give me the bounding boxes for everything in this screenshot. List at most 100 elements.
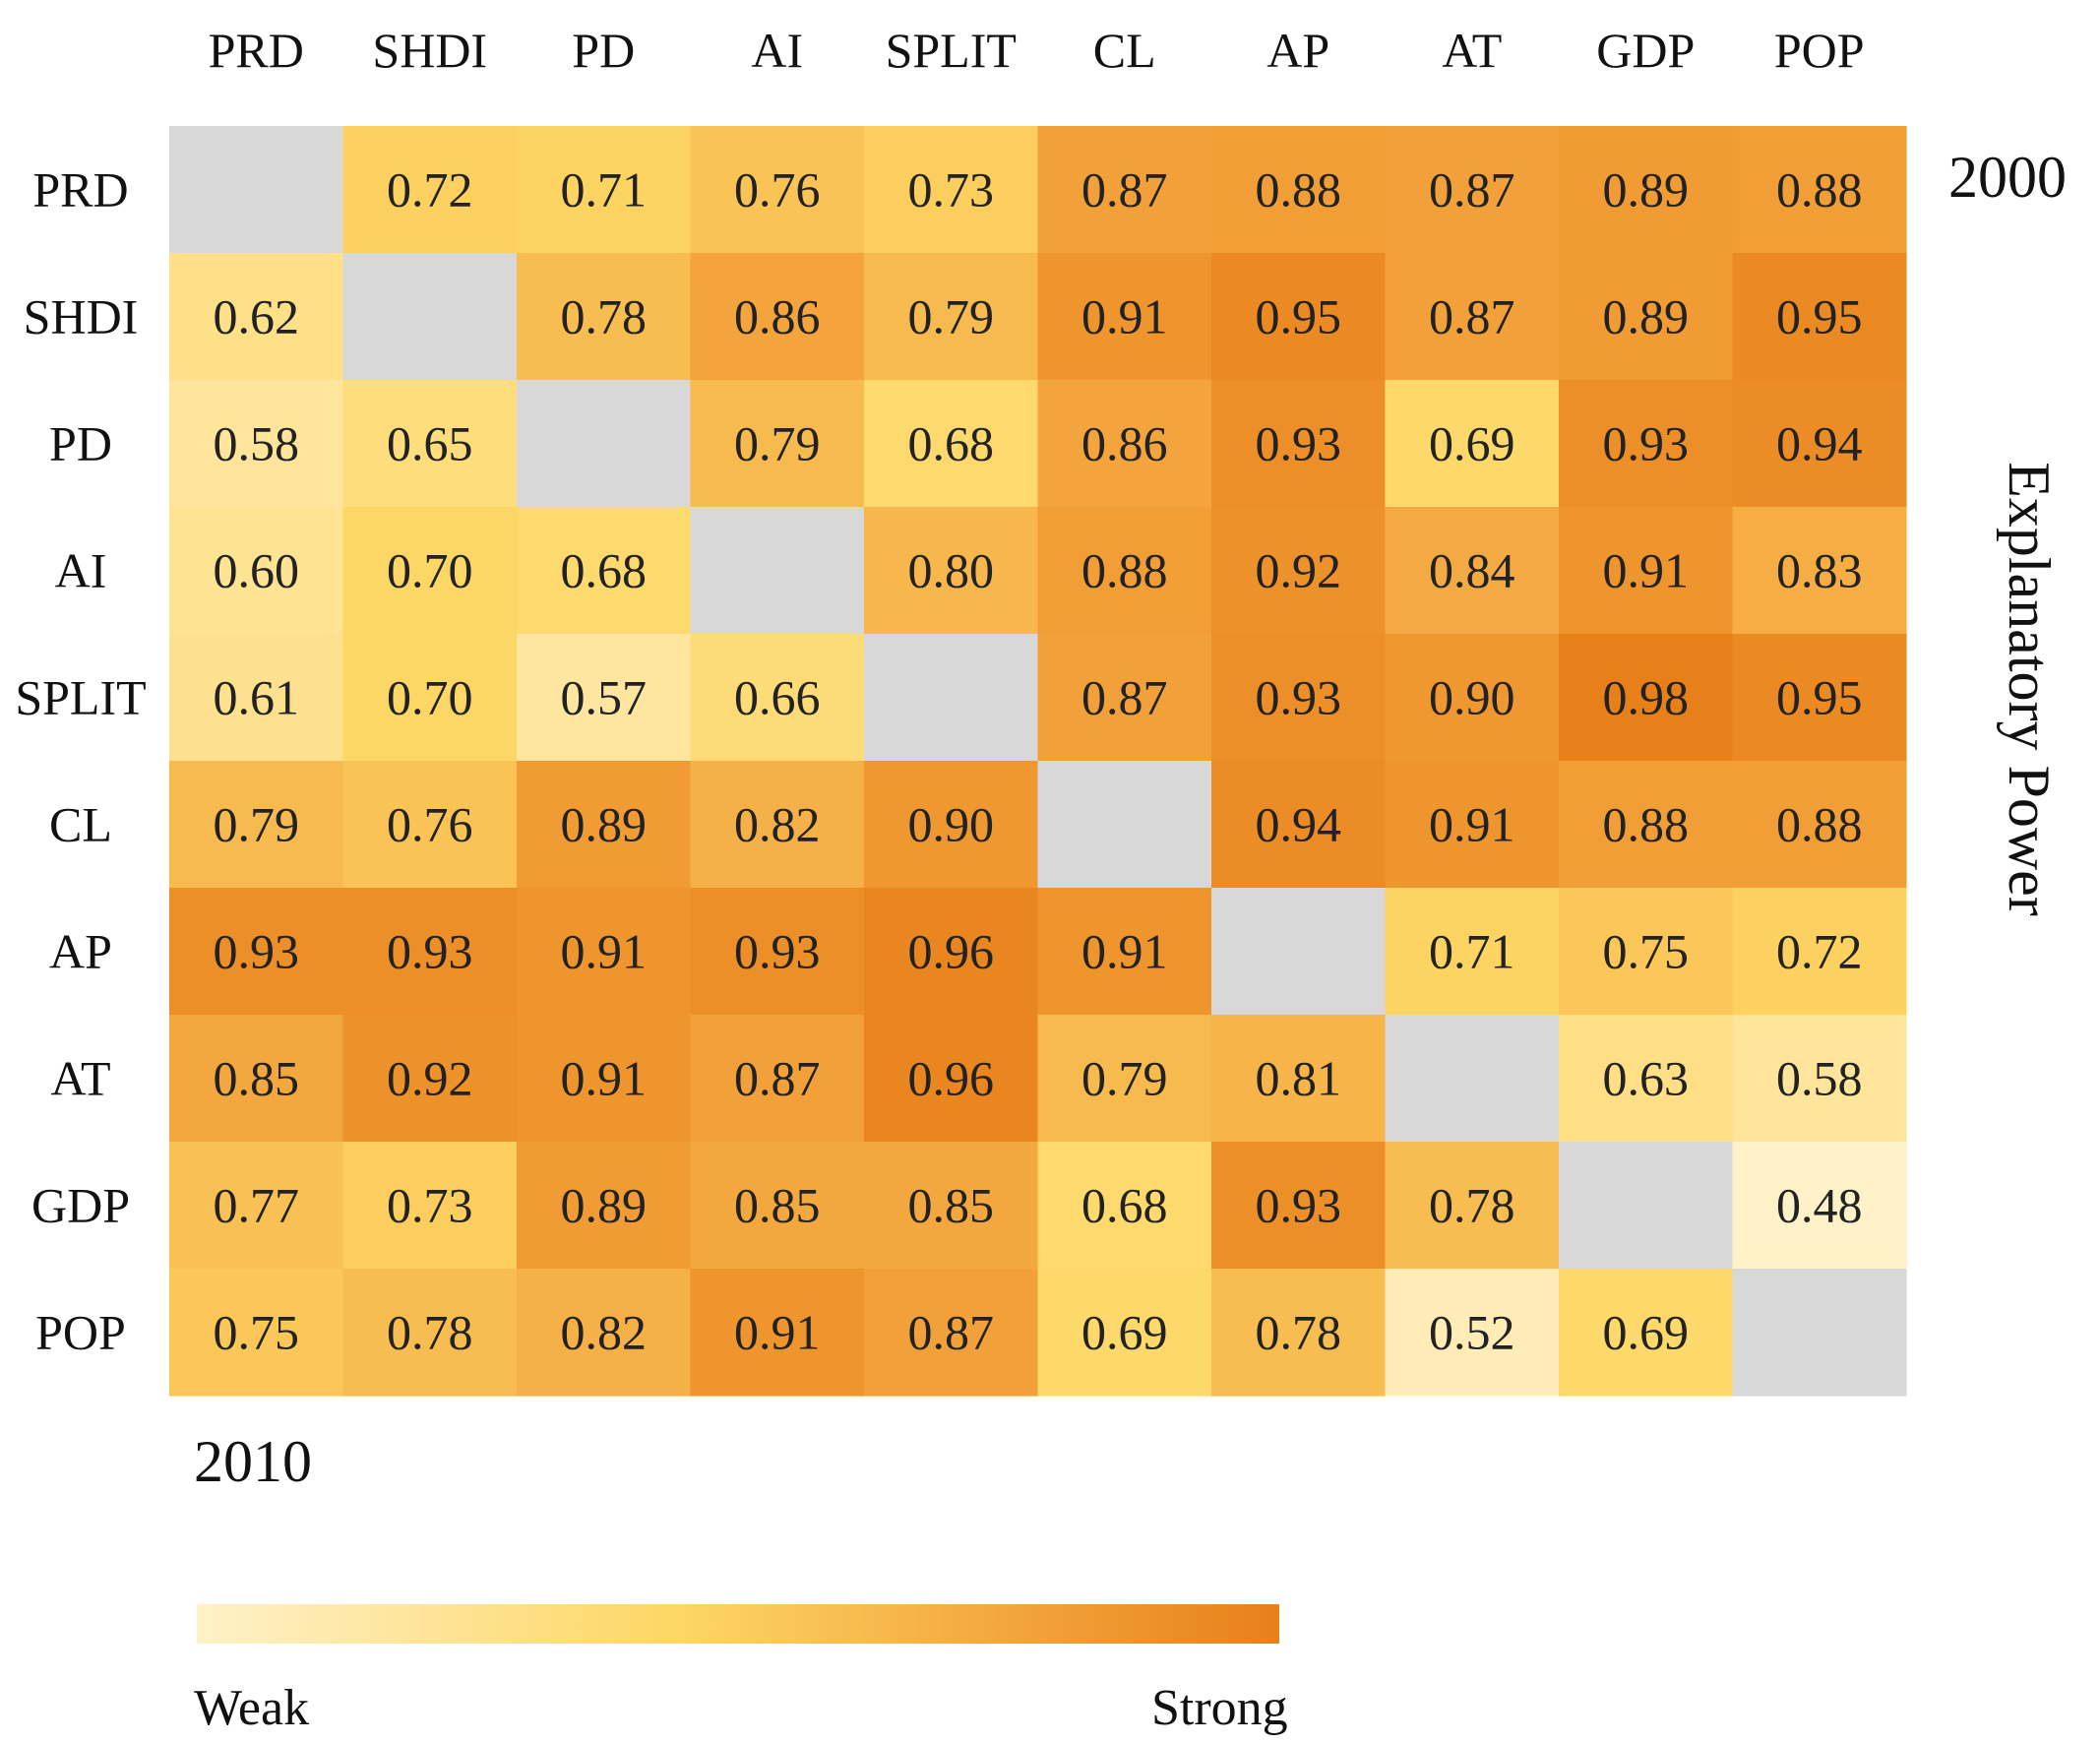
heatmap-cell-split-shdi — [342, 634, 518, 762]
heatmap-cell-ai-ap — [1211, 507, 1387, 635]
heatmap-cell-split-cl — [1037, 634, 1212, 762]
cell-value-label: 0.91 — [734, 1305, 821, 1360]
heatmap-cell-ap-cl — [1037, 888, 1212, 1016]
heatmap-cell-shdi-ap — [1211, 253, 1387, 381]
cell-value-label: 0.88 — [1603, 797, 1690, 852]
heatmap-cell-shdi-prd — [169, 253, 344, 381]
cell-value-label: 0.91 — [561, 924, 648, 979]
cell-value-label: 0.58 — [214, 416, 300, 471]
cell-value-label: 0.79 — [1081, 1051, 1168, 1106]
cell-value-label: 0.79 — [214, 797, 300, 852]
cell-value-label: 0.83 — [1776, 543, 1863, 598]
cell-value-label: 0.70 — [387, 543, 473, 598]
cell-value-label: 0.76 — [734, 162, 821, 218]
heatmap-cell-cl-gdp — [1559, 761, 1734, 889]
column-label-ap: AP — [1266, 23, 1329, 78]
heatmap-cell-ap-pop — [1732, 888, 1907, 1016]
cell-value-label: 0.94 — [1256, 797, 1342, 852]
heatmap-cells: 0.72 0.71 0.76 0.73 0.87 0.88 0.87 0.89 0.88 0.62… — [169, 126, 1907, 1397]
row-label-gdp: GDP — [31, 1178, 130, 1233]
cell-value-label: 0.73 — [908, 162, 995, 218]
heatmap-cell-ai-prd — [169, 507, 344, 635]
heatmap-cell-cl-pop — [1732, 761, 1907, 889]
heatmap-cell-gdp-split — [864, 1142, 1039, 1270]
heatmap-cell-cl-ap — [1211, 761, 1387, 889]
heatmap-cell-ap-prd — [169, 888, 344, 1016]
cell-value-label: 0.89 — [561, 797, 648, 852]
heatmap-cell-pop-pd — [517, 1269, 692, 1397]
cell-value-label: 0.70 — [387, 670, 473, 725]
cell-value-label: 0.65 — [387, 416, 473, 471]
heatmap-cell-split-pd — [517, 634, 692, 762]
cell-value-label: 0.93 — [1256, 416, 1342, 471]
cell-value-label: 0.85 — [908, 1178, 995, 1233]
cell-value-label: 0.60 — [214, 543, 300, 598]
cell-value-label: 0.91 — [1429, 797, 1515, 852]
cell-value-label: 0.84 — [1429, 543, 1515, 598]
heatmap-cell-pd-ai — [690, 380, 865, 508]
heatmap-cell-pop-cl — [1037, 1269, 1212, 1397]
heatmap-cell-ap-split — [864, 888, 1039, 1016]
row-labels: PRD SHDI PD AI SPLIT CL AP AT GDP POP — [15, 162, 146, 1360]
legend-weak-label: Weak — [194, 1680, 309, 1736]
cell-value-label: 0.78 — [561, 289, 648, 344]
cell-value-label: 0.82 — [561, 1305, 648, 1360]
cell-value-label: 0.91 — [561, 1051, 648, 1106]
heatmap-cell-shdi-gdp — [1559, 253, 1734, 381]
cell-value-label: 0.82 — [734, 797, 821, 852]
cell-value-label: 0.78 — [387, 1305, 473, 1360]
row-label-ai: AI — [55, 543, 107, 598]
heatmap-cell-prd-ai — [690, 126, 865, 254]
cell-value-label: 0.76 — [387, 797, 473, 852]
cell-value-label: 0.94 — [1776, 416, 1863, 471]
cell-value-label: 0.89 — [561, 1178, 648, 1233]
heatmap-cell-pop-at — [1385, 1269, 1560, 1397]
heatmap-cell-at-split — [864, 1015, 1039, 1143]
cell-value-label: 0.78 — [1256, 1305, 1342, 1360]
cell-value-label: 0.72 — [1776, 924, 1863, 979]
heatmap-cell-gdp-cl — [1037, 1142, 1212, 1270]
row-label-ap: AP — [49, 924, 112, 979]
heatmap-cell-split-ap — [1211, 634, 1387, 762]
heatmap-cell-prd-pop — [1732, 126, 1907, 254]
heatmap-cell-pd-shdi — [342, 380, 518, 508]
heatmap-cell-at-pd — [517, 1015, 692, 1143]
cell-value-label: 0.93 — [214, 924, 300, 979]
column-label-ai: AI — [751, 23, 803, 78]
cell-value-label: 0.69 — [1081, 1305, 1168, 1360]
diagonal-cell-cl — [1037, 761, 1212, 889]
cell-value-label: 0.71 — [561, 162, 648, 218]
heatmap-cell-pop-prd — [169, 1269, 344, 1397]
diagonal-cell-gdp — [1559, 1142, 1734, 1270]
cell-value-label: 0.92 — [387, 1051, 473, 1106]
cell-value-label: 0.78 — [1429, 1178, 1515, 1233]
cell-value-label: 0.93 — [1256, 1178, 1342, 1233]
heatmap-cell-prd-split — [864, 126, 1039, 254]
heatmap-cell-ap-ai — [690, 888, 865, 1016]
cell-value-label: 0.71 — [1429, 924, 1515, 979]
heatmap-cell-split-prd — [169, 634, 344, 762]
cell-value-label: 0.87 — [1429, 289, 1515, 344]
diagonal-cell-pop — [1732, 1269, 1907, 1397]
heatmap-cell-at-cl — [1037, 1015, 1212, 1143]
diagonal-cell-split — [864, 634, 1039, 762]
heatmap-cell-pop-split — [864, 1269, 1039, 1397]
heatmap-cell-split-pop — [1732, 634, 1907, 762]
column-label-cl: CL — [1093, 23, 1156, 78]
heatmap-cell-ap-shdi — [342, 888, 518, 1016]
heatmap-cell-pd-cl — [1037, 380, 1212, 508]
cell-value-label: 0.68 — [1081, 1178, 1168, 1233]
cell-value-label: 0.98 — [1603, 670, 1690, 725]
heatmap-cell-split-gdp — [1559, 634, 1734, 762]
heatmap-cell-ai-pd — [517, 507, 692, 635]
heatmap-cell-gdp-prd — [169, 1142, 344, 1270]
heatmap-cell-gdp-pd — [517, 1142, 692, 1270]
cell-value-label: 0.87 — [1081, 162, 1168, 218]
cell-value-label: 0.69 — [1429, 416, 1515, 471]
cell-value-label: 0.91 — [1081, 289, 1168, 344]
cell-value-label: 0.95 — [1256, 289, 1342, 344]
cell-value-label: 0.63 — [1603, 1051, 1690, 1106]
heatmap-cell-prd-ap — [1211, 126, 1387, 254]
heatmap-cell-prd-cl — [1037, 126, 1212, 254]
